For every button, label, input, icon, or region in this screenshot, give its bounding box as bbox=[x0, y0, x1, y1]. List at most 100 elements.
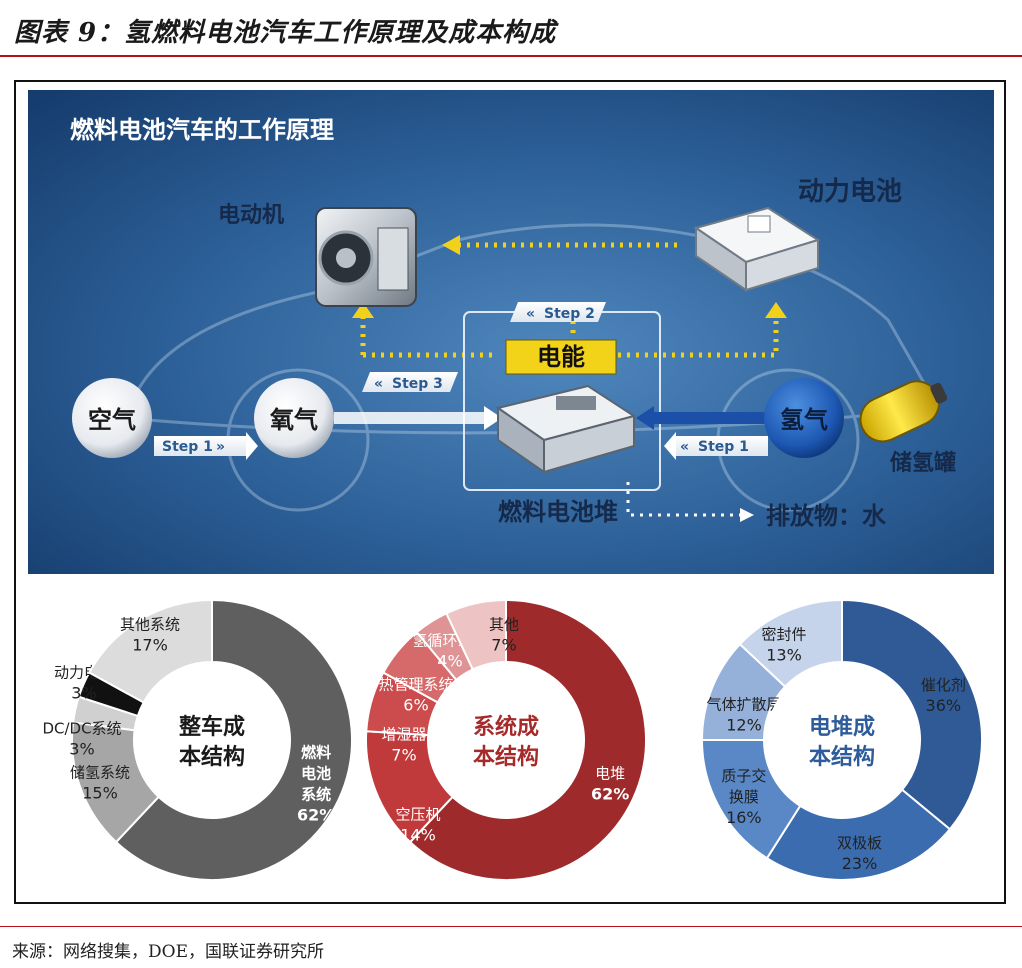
vehicle-segment-2-pct: 3% bbox=[69, 740, 94, 759]
scene-background bbox=[28, 90, 994, 574]
vehicle-donut-hole bbox=[136, 664, 288, 816]
arrow-to-battery bbox=[765, 302, 787, 318]
exhaust-arrowhead bbox=[740, 508, 754, 522]
energy-label: 电能 bbox=[537, 343, 585, 371]
oxygen-to-stack-arrow bbox=[334, 406, 502, 430]
step2-tag: « Step 2 bbox=[510, 302, 606, 322]
hydrogen-label: 氢气 bbox=[780, 406, 828, 434]
stack-segment-3-pct: 12% bbox=[726, 716, 762, 735]
stack-segment-4-pct: 13% bbox=[766, 646, 802, 665]
system-segment-1-name: 空压机 bbox=[395, 806, 440, 824]
svg-text:«: « bbox=[526, 306, 535, 322]
fuel-cell-stack-illustration bbox=[495, 384, 637, 474]
report-header: 图表 9：氢燃料电池汽车工作原理及成本构成 bbox=[0, 0, 1022, 58]
tank-label: 储氢罐 bbox=[890, 450, 956, 476]
stack-segment-2-name: 质子交 bbox=[721, 767, 766, 785]
energy-box bbox=[505, 339, 617, 375]
step1-right-tag: « Step 1 bbox=[664, 432, 768, 460]
stack-segment-4-name: 密封件 bbox=[761, 626, 806, 644]
hydrogen-node bbox=[764, 378, 844, 458]
donuts-svg: 燃料电池系统62%储氢系统15%DC/DC系统3%动力电池3%其他系统17%整车… bbox=[42, 598, 983, 881]
vehicle-segment-4-name: 其他系统 bbox=[120, 616, 180, 634]
system-segment-3-pct: 6% bbox=[403, 696, 428, 715]
stack-segment-3-name: 气体扩散层 bbox=[706, 696, 781, 714]
oxygen-node bbox=[254, 378, 334, 458]
energy-flow-arrows bbox=[360, 312, 779, 358]
air-node bbox=[72, 378, 152, 458]
vehicle-center-line1: 整车成 bbox=[179, 714, 245, 740]
stack-center-line1: 电堆成 bbox=[809, 715, 875, 740]
svg-text:«: « bbox=[374, 376, 383, 392]
arrow-to-motor bbox=[352, 302, 374, 318]
system-segment-0-name: 电堆 bbox=[595, 765, 625, 783]
system-segment-3-name: 热管理系统 bbox=[378, 676, 453, 694]
oxygen-label: 氧气 bbox=[270, 406, 318, 434]
title-rule bbox=[0, 55, 1022, 57]
stack-donut-hole bbox=[766, 664, 918, 816]
step1-left-label: Step 1 bbox=[162, 439, 213, 455]
system-segment-5-pct: 7% bbox=[491, 636, 516, 655]
vehicle-segment-0-pct: 62% bbox=[297, 806, 335, 825]
svg-text:»: » bbox=[216, 439, 225, 455]
source-note: 来源：网络搜集，DOE，国联证券研究所 bbox=[12, 942, 324, 962]
vehicle-cost-donut: 燃料电池系统62%储氢系统15%DC/DC系统3%动力电池3%其他系统17%整车… bbox=[42, 598, 353, 881]
system-center-line2: 本结构 bbox=[473, 744, 539, 770]
cost-structure-donuts: 燃料 电池 系统 62% 储氢系统 15% DC/DC系统 3% 动力电池 3% 其他系统 17% 整车… bbox=[28, 592, 994, 898]
step2-label: Step 2 bbox=[544, 306, 595, 322]
stack-label: 燃料电池堆 bbox=[498, 498, 618, 526]
vehicle-segment-0 bbox=[114, 598, 353, 881]
battery-illustration bbox=[693, 206, 821, 292]
step3-label: Step 3 bbox=[392, 376, 443, 392]
vehicle-segment-1-pct: 15% bbox=[82, 784, 118, 803]
system-segment-4-pct: 4% bbox=[437, 652, 462, 671]
figure-title: 图表 9：氢燃料电池汽车工作原理及成本构成 bbox=[14, 18, 557, 48]
exhaust-arrow bbox=[626, 482, 740, 517]
exhaust-label: 排放物：水 bbox=[766, 502, 887, 530]
stack-segment-1-pct: 23% bbox=[842, 854, 878, 873]
hydrogen-to-stack-arrow bbox=[636, 406, 774, 430]
vehicle-segment-4 bbox=[87, 598, 213, 704]
vehicle-segment-0-name: 电池 bbox=[301, 765, 331, 783]
svg-text:«: « bbox=[680, 439, 689, 455]
system-segment-0 bbox=[408, 598, 647, 881]
vehicle-segment-3-pct: 3% bbox=[71, 684, 96, 703]
stack-segment-1-name: 双极板 bbox=[837, 834, 882, 852]
system-segment-0-pct: 62% bbox=[591, 785, 629, 804]
vehicle-segment-0-name: 系统 bbox=[301, 786, 331, 804]
system-center-line1: 系统成 bbox=[473, 714, 539, 740]
vehicle-center-line2: 本结构 bbox=[179, 744, 245, 770]
stack-center-line2: 本结构 bbox=[809, 744, 875, 770]
system-segment-5-name: 其他 bbox=[489, 616, 519, 634]
stack-segment-2-pct: 16% bbox=[726, 808, 762, 827]
stack-segment-4 bbox=[738, 598, 843, 689]
scene-title: 燃料电池汽车的工作原理 bbox=[70, 116, 334, 144]
battery-to-motor-arrow bbox=[442, 235, 683, 255]
system-segment-1-pct: 14% bbox=[400, 826, 436, 845]
stack-segment-0-name: 催化剂 bbox=[921, 676, 966, 694]
battery-label: 动力电池 bbox=[798, 177, 902, 207]
step1-left-tag: Step 1 » bbox=[154, 432, 258, 460]
footer-rule bbox=[0, 926, 1022, 927]
air-label: 空气 bbox=[88, 406, 136, 434]
fuel-cell-principle-diagram: 燃料电池汽车的工作原理 电能 « Step 2 « bbox=[28, 90, 994, 574]
stack-segment-0-pct: 36% bbox=[926, 696, 962, 715]
step1-right-label: Step 1 bbox=[698, 439, 749, 455]
stack-segment-1 bbox=[765, 788, 952, 881]
principle-svg: 燃料电池汽车的工作原理 电能 « Step 2 « bbox=[28, 90, 994, 574]
system-segment-2-name: 增湿器 bbox=[381, 726, 426, 744]
vehicle-segment-4-pct: 17% bbox=[132, 636, 168, 655]
system-segment-5 bbox=[445, 598, 507, 671]
stack-segment-2-name: 换膜 bbox=[729, 788, 759, 806]
vehicle-segment-0-name: 燃料 bbox=[301, 744, 331, 762]
system-segment-2-pct: 7% bbox=[391, 746, 416, 765]
hydrogen-tank-illustration bbox=[859, 380, 948, 443]
vehicle-segment-1-name: 储氢系统 bbox=[70, 764, 130, 782]
step3-tag: « Step 3 bbox=[362, 372, 458, 392]
motor-illustration bbox=[315, 207, 417, 307]
motor-label: 电动机 bbox=[218, 203, 284, 228]
system-donut-hole bbox=[430, 664, 582, 816]
stack-segment-0 bbox=[841, 598, 983, 831]
vehicle-segment-2-name: DC/DC系统 bbox=[42, 720, 121, 738]
